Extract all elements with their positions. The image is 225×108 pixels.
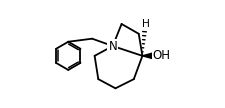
Text: OH: OH [152, 49, 170, 62]
Text: N: N [108, 40, 117, 52]
Text: H: H [142, 19, 149, 29]
Polygon shape [142, 53, 152, 59]
